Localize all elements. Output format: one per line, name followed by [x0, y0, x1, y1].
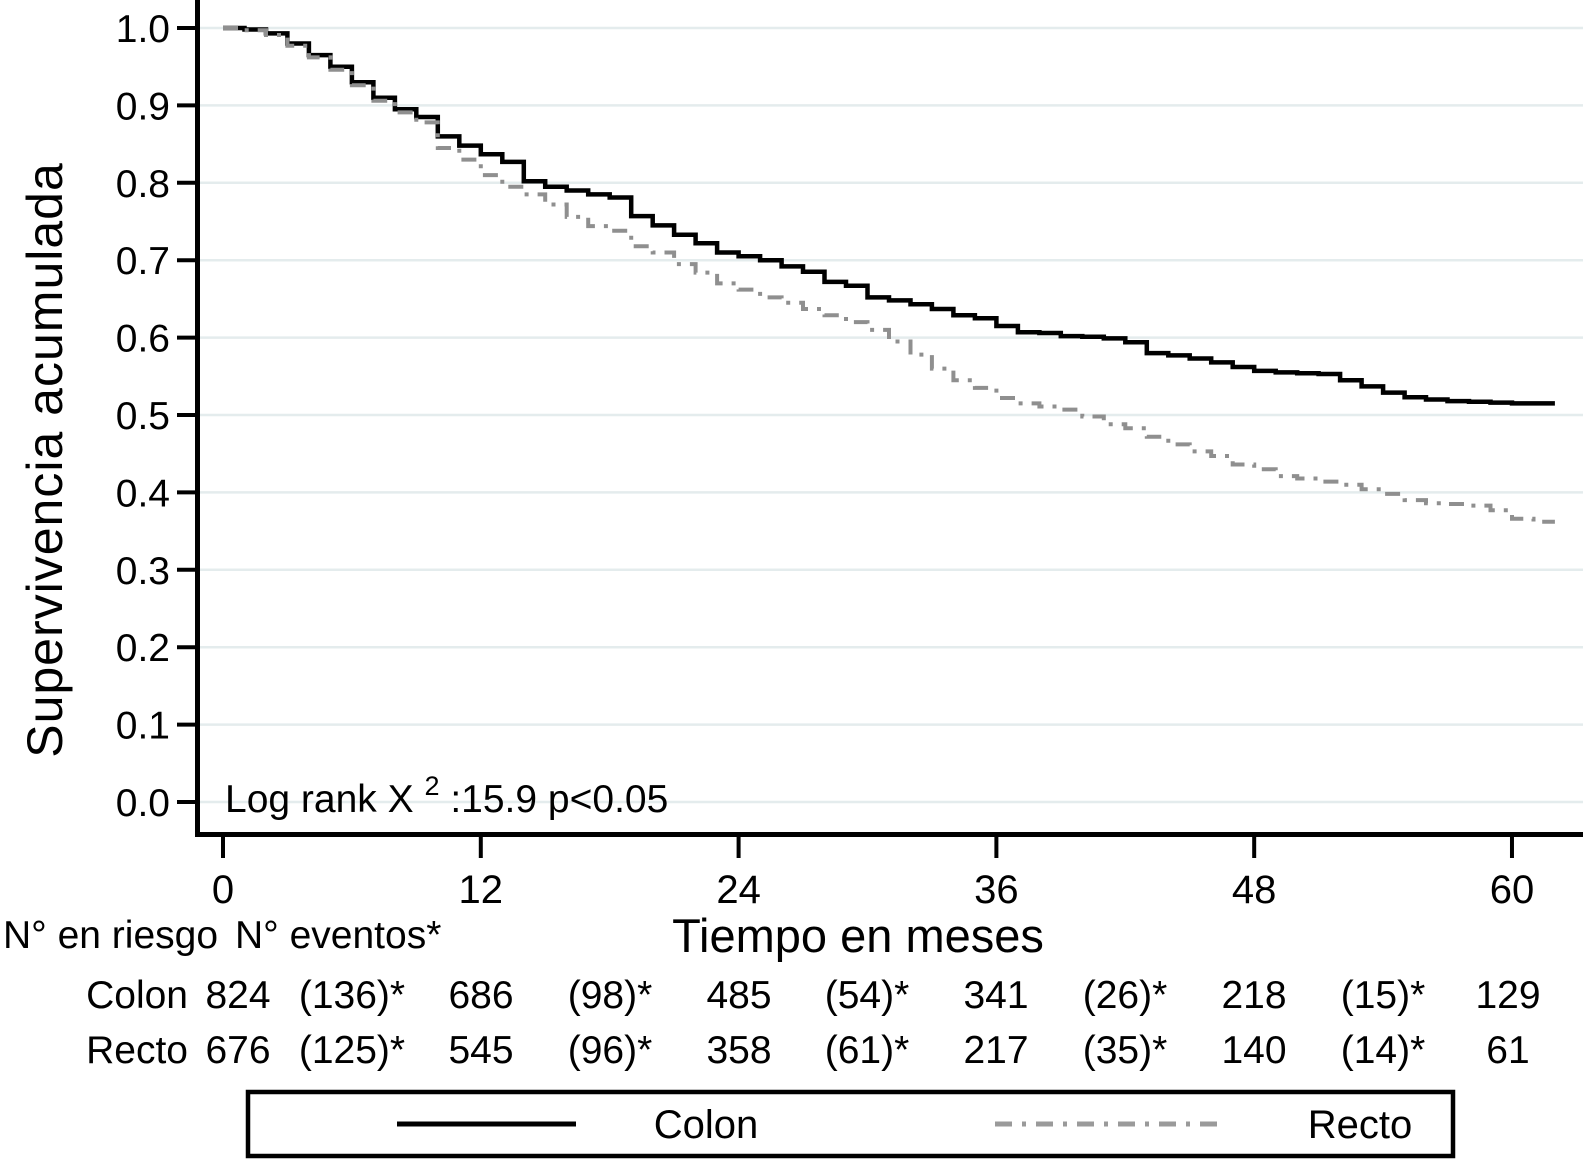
- y-tick-label: 0.1: [116, 705, 170, 748]
- x-tick-label: 48: [1232, 868, 1277, 912]
- risk-cell: (35)*: [1083, 1029, 1168, 1072]
- x-tick-label: 36: [974, 868, 1019, 912]
- risk-cell: 686: [448, 974, 513, 1017]
- gridlines: [200, 26, 1583, 804]
- risk-cell: (54)*: [825, 974, 910, 1017]
- risk-cell: 341: [963, 974, 1028, 1017]
- risk-cell: (98)*: [568, 974, 653, 1017]
- risk-cell: 217: [963, 1029, 1028, 1072]
- y-tick-label: 0.4: [116, 472, 170, 515]
- y-tick-label: 0.5: [116, 395, 170, 438]
- y-tick-label: 0.3: [116, 550, 170, 593]
- x-tick-label: 24: [716, 868, 761, 912]
- survival-curves: [223, 25, 1555, 524]
- log-rank-annotation: Log rank X 2 :15.9 p<0.05: [225, 761, 668, 821]
- risk-cell: (61)*: [825, 1029, 910, 1072]
- y-tick-label: 0.6: [116, 318, 170, 361]
- axis-ticks: [177, 26, 1514, 858]
- risk-table-values: 824 (136)* 686 (98)* 485 (54)* 341 (26)* 218 (15)…: [205, 974, 1540, 1072]
- risk-cell: 140: [1221, 1029, 1286, 1072]
- risk-cell: (26)*: [1083, 974, 1168, 1017]
- log-rank-base: Log rank X: [225, 778, 414, 821]
- risk-cell: (14)*: [1341, 1029, 1426, 1072]
- y-tick-label: 0.7: [116, 240, 170, 283]
- risk-cell: 129: [1475, 974, 1540, 1017]
- risk-cell: 358: [706, 1029, 771, 1072]
- axis-tick-labels: 0.0 0.1 0.2 0.3 0.4 0.5 0.6 0.7 0.8 0.9 1.0 0 12 24 36…: [116, 8, 1534, 912]
- risk-row-label-recto: Recto: [86, 1029, 188, 1072]
- log-rank-rest: :15.9 p<0.05: [450, 778, 668, 821]
- y-tick-label: 0.2: [116, 627, 170, 670]
- legend-box: Colon Recto: [245, 1089, 1456, 1159]
- risk-cell: 545: [448, 1029, 513, 1072]
- y-tick-label: 0.9: [116, 85, 170, 128]
- series-recto-curve: [223, 26, 1555, 524]
- risk-row-label-colon: Colon: [86, 974, 188, 1017]
- series-colon-curve: [223, 25, 1555, 406]
- legend-colon-label: Colon: [654, 1103, 759, 1147]
- x-axis-title: Tiempo en meses: [672, 909, 1044, 962]
- risk-cell: 61: [1486, 1029, 1529, 1072]
- risk-cell: (96)*: [568, 1029, 653, 1072]
- y-tick-label: 0.0: [116, 782, 170, 825]
- y-tick-label: 1.0: [116, 8, 170, 51]
- risk-cell: 218: [1221, 974, 1286, 1017]
- risk-cell: 676: [205, 1029, 270, 1072]
- y-tick-label: 0.8: [116, 163, 170, 206]
- x-tick-label: 0: [212, 868, 234, 912]
- x-tick-label: 12: [459, 868, 504, 912]
- y-axis-title: Supervivencia acumulada: [17, 162, 73, 758]
- risk-cell: 485: [706, 974, 771, 1017]
- x-tick-label: 60: [1490, 868, 1535, 912]
- risk-cell: (125)*: [299, 1029, 405, 1072]
- risk-cell: 824: [205, 974, 270, 1017]
- log-rank-superscript: 2: [424, 771, 439, 801]
- legend-recto-label: Recto: [1308, 1103, 1413, 1147]
- risk-cell: (136)*: [299, 974, 405, 1017]
- risk-table-header-riesgo: N° en riesgo: [3, 914, 218, 957]
- risk-table-header-eventos: N° eventos*: [235, 914, 441, 957]
- risk-cell: (15)*: [1341, 974, 1426, 1017]
